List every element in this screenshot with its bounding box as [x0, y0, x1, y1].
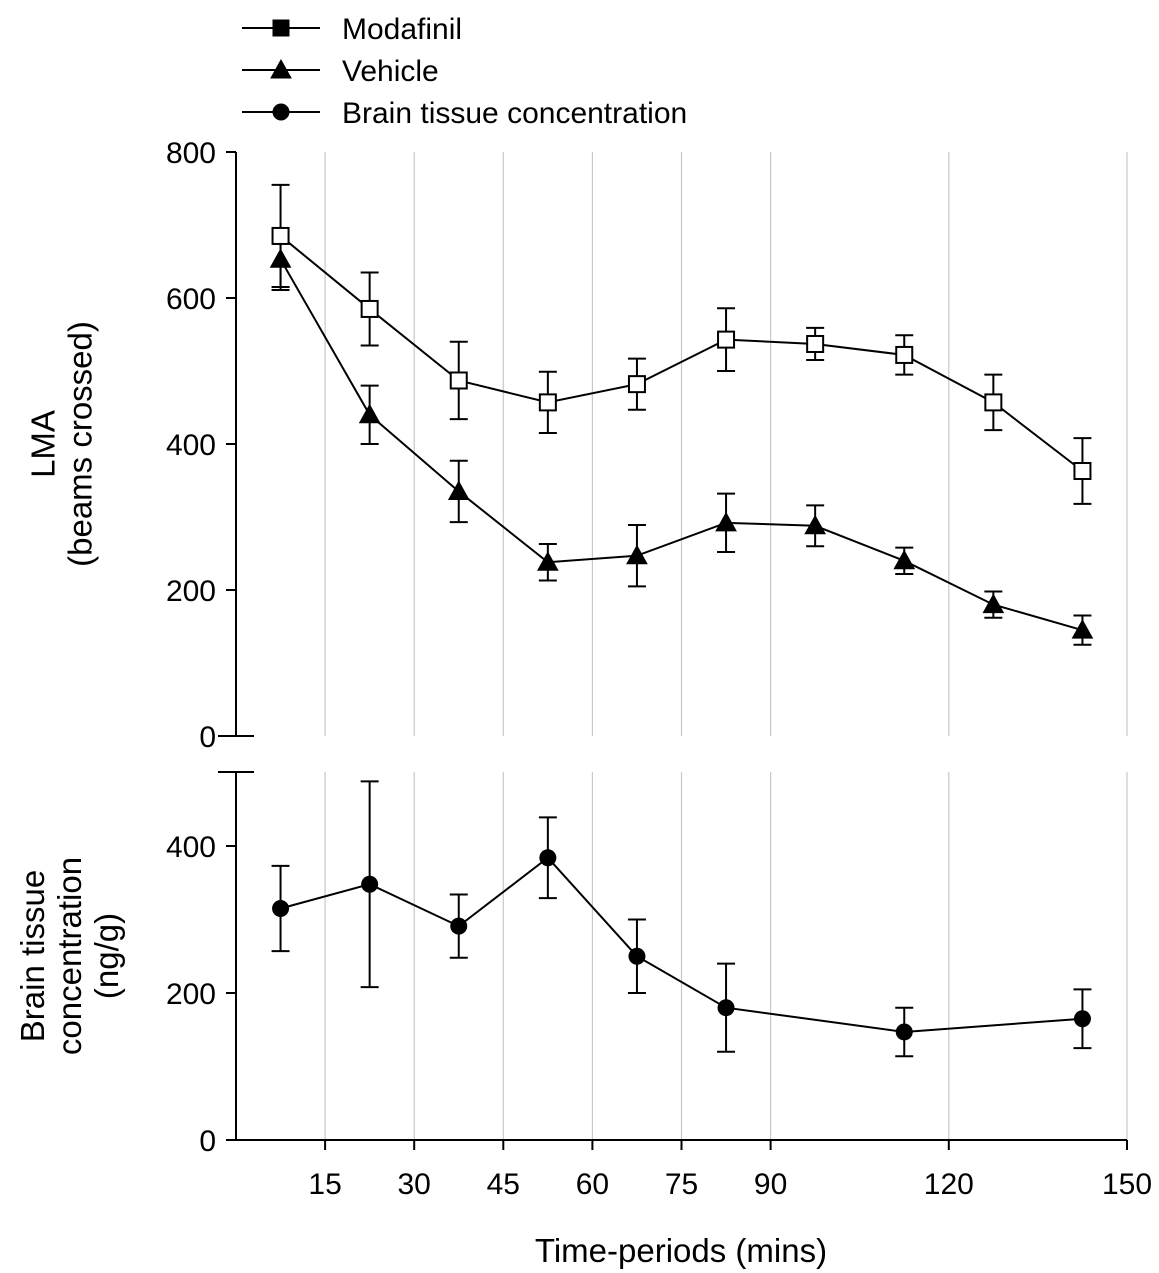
- legend: Modafinil Vehicle Brain tissue concentrati…: [242, 13, 687, 130]
- y-axis-title-top: LMA (beams crossed): [25, 321, 99, 567]
- legend-label-1: Vehicle: [342, 55, 439, 88]
- data-point-vehicle: [537, 551, 559, 571]
- data-point-modafinil: [895, 345, 914, 364]
- data-point-modafinil: [717, 330, 736, 349]
- data-point-brain-tissue: [628, 947, 646, 965]
- data-point-vehicle: [893, 549, 916, 570]
- data-point-vehicle: [715, 511, 737, 532]
- y-tick-label-top: 800: [166, 137, 216, 170]
- data-point-brain-tissue: [450, 917, 468, 935]
- y-tick-label-top: 600: [166, 283, 216, 316]
- data-point-brain-tissue: [717, 999, 735, 1017]
- y-tick-label-top: 0: [199, 721, 216, 754]
- data-point-brain-tissue: [361, 875, 379, 893]
- y-tick-label-top: 400: [166, 429, 216, 462]
- data-point-brain-tissue: [539, 849, 557, 867]
- x-tick-label: 30: [398, 1168, 431, 1201]
- x-tick-label: 90: [754, 1168, 787, 1201]
- data-point-brain-tissue: [1073, 1010, 1091, 1028]
- y-axis-title-bottom-line: Brain tissue: [14, 870, 51, 1042]
- x-tick-label: 120: [924, 1168, 974, 1201]
- data-point-vehicle: [447, 480, 470, 500]
- data-point-brain-tissue: [895, 1023, 913, 1041]
- x-tick-label: 60: [576, 1168, 609, 1201]
- series-line-modafinil: [279, 235, 1084, 472]
- legend-marker-1: [270, 58, 292, 79]
- y-tick-label-bottom: 200: [166, 978, 216, 1011]
- data-point-modafinil: [1073, 462, 1092, 481]
- grid-layer: [324, 152, 1128, 1140]
- data-point-modafinil: [806, 334, 825, 353]
- x-tick-label: 150: [1102, 1168, 1152, 1201]
- series-line-brain-tissue: [280, 856, 1083, 1033]
- y-tick-label-bottom: 0: [199, 1125, 216, 1158]
- data-point-modafinil: [984, 393, 1003, 412]
- y-axis-title-top-line: (beams crossed): [62, 321, 99, 567]
- axes-layer: 0 200 400 600 800 0 200 400 15 30 45 60 75 90 120 150: [166, 137, 1152, 1201]
- x-tick-label: 75: [665, 1168, 698, 1201]
- x-tick-label: 15: [308, 1168, 341, 1201]
- x-tick-label: 45: [487, 1168, 520, 1201]
- data-point-vehicle: [626, 544, 648, 565]
- series-line-vehicle: [279, 258, 1083, 632]
- data-point-vehicle: [804, 514, 826, 535]
- axis-titles: Time-periods (mins) LMA (beams crossed) Bra…: [14, 321, 827, 1269]
- data-point-vehicle: [982, 593, 1005, 614]
- data-point-modafinil: [449, 371, 468, 390]
- data-point-modafinil: [360, 299, 379, 318]
- y-axis-title-bottom: Brain tissue concentration (ng/g): [14, 857, 125, 1055]
- y-axis-title-bottom-line: (ng/g): [88, 913, 125, 999]
- data-point-modafinil: [271, 226, 290, 245]
- series-brain-tissue: [271, 780, 1092, 1058]
- legend-marker-2: [272, 103, 290, 121]
- y-tick-label-top: 200: [166, 575, 216, 608]
- data-point-modafinil: [627, 375, 646, 394]
- y-axis-title-top-line: LMA: [25, 410, 62, 478]
- data-point-brain-tissue: [272, 899, 290, 917]
- legend-label-2: Brain tissue concentration: [342, 97, 687, 130]
- data-layer: [269, 183, 1094, 1058]
- legend-label-0: Modafinil: [342, 13, 462, 46]
- legend-marker-0: [272, 19, 290, 37]
- y-axis-title-bottom-line: concentration: [51, 857, 88, 1055]
- data-point-modafinil: [538, 393, 557, 412]
- y-tick-label-bottom: 400: [166, 831, 216, 864]
- data-point-vehicle: [1071, 619, 1094, 639]
- data-point-vehicle: [358, 403, 381, 424]
- x-axis-title: Time-periods (mins): [535, 1232, 827, 1269]
- series-modafinil: [271, 183, 1092, 505]
